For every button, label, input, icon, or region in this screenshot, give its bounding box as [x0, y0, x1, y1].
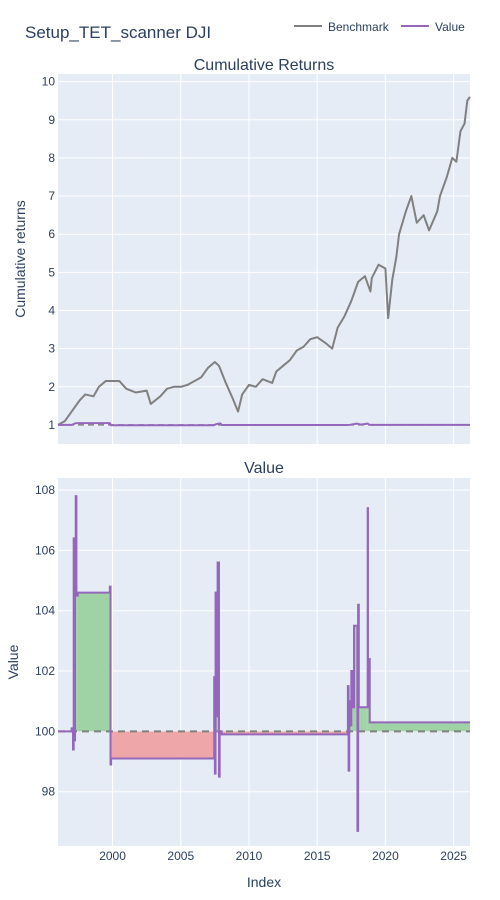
x-axis-label: Index — [247, 874, 281, 890]
subplot-title-value: Value — [244, 460, 284, 477]
x-tick-label: 2015 — [304, 849, 331, 863]
y-tick-label: 8 — [48, 151, 55, 165]
fill-segment-negative — [111, 731, 214, 759]
chart-title: Setup_TET_scanner DJI — [25, 23, 211, 42]
y-tick-label: 102 — [35, 664, 55, 678]
y-tick-label: 1 — [48, 418, 55, 432]
fill-segment-positive — [77, 592, 79, 732]
fill-segment-positive — [78, 592, 110, 732]
fill-segment-positive — [366, 707, 368, 732]
fill-segment-positive — [369, 722, 371, 732]
fill-segment-positive — [364, 707, 367, 732]
plot-background-cumulative-returns — [58, 74, 470, 444]
plot-area-cumulative-returns[interactable] — [57, 74, 471, 444]
y-tick-label: 7 — [48, 189, 55, 203]
y-ticks-cumulative-returns: 1 2 3 4 5 6 7 8 9 10 — [42, 75, 56, 432]
fill-segment-positive — [355, 625, 357, 732]
plot-background-value — [58, 478, 470, 846]
x-tick-label: 2005 — [167, 849, 194, 863]
y-tick-label: 98 — [42, 785, 56, 799]
fill-segment-positive — [367, 695, 370, 732]
series-line-value[interactable] — [58, 495, 470, 832]
subplot-title-cumulative-returns: Cumulative Returns — [194, 57, 335, 74]
gridlines-value — [58, 478, 470, 846]
legend[interactable]: Benchmark Value — [294, 20, 465, 34]
legend-item-value[interactable]: Value — [401, 20, 465, 34]
fill-segment-positive — [352, 707, 355, 732]
fill-segment-positive — [75, 496, 77, 732]
plot-area-value[interactable] — [58, 478, 470, 846]
fill-segment-positive — [76, 595, 78, 732]
x-tick-label: 2010 — [236, 849, 263, 863]
legend-label-benchmark: Benchmark — [328, 20, 390, 34]
y-tick-label: 4 — [48, 303, 55, 317]
gridlines-cumulative-returns — [58, 74, 470, 444]
x-tick-label: 2025 — [440, 849, 467, 863]
fill-segment-positive — [359, 707, 361, 732]
fill-segment-positive — [358, 707, 360, 732]
x-ticks: 2000 2005 2010 2015 2020 2025 — [99, 849, 467, 863]
legend-item-benchmark[interactable]: Benchmark — [294, 20, 390, 34]
x-tick-label: 2000 — [99, 849, 126, 863]
y-tick-label: 5 — [48, 265, 55, 279]
y-tick-label: 106 — [35, 543, 55, 557]
series-layer-cumulative-returns — [57, 96, 471, 427]
series-layer-value — [58, 495, 470, 832]
y-ticks-value: 98 100 102 104 106 108 — [35, 483, 55, 799]
y-tick-label: 3 — [48, 342, 55, 356]
y-tick-label: 104 — [35, 604, 55, 618]
legend-label-value: Value — [435, 20, 465, 34]
y-tick-label: 10 — [42, 75, 56, 89]
y-tick-label: 6 — [48, 227, 55, 241]
y-tick-label: 9 — [48, 113, 55, 127]
y-tick-label: 108 — [35, 483, 55, 497]
fill-segment-positive — [360, 707, 364, 732]
y-axis-label-cumulative-returns: Cumulative returns — [12, 200, 28, 318]
x-tick-label: 2020 — [372, 849, 399, 863]
fill-segment-positive — [370, 722, 470, 732]
series-line-value[interactable] — [58, 422, 470, 427]
y-axis-label-value: Value — [5, 644, 21, 679]
fill-segment-positive — [363, 707, 365, 732]
series-line-benchmark[interactable] — [57, 96, 471, 426]
y-tick-label: 100 — [35, 724, 55, 738]
fill-segment-positive — [349, 725, 352, 732]
fill-segment-negative — [221, 731, 348, 735]
fill-segment-positive — [216, 716, 218, 732]
y-tick-label: 2 — [48, 380, 55, 394]
